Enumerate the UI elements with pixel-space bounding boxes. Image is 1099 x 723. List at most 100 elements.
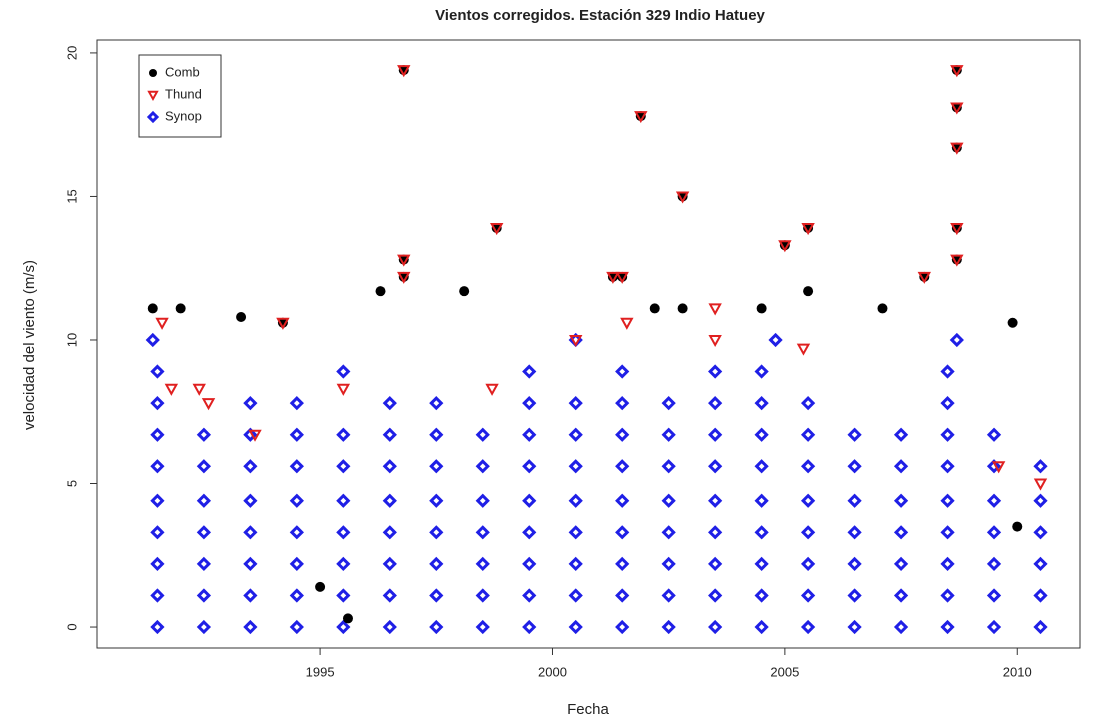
point bbox=[950, 223, 964, 236]
point bbox=[196, 459, 212, 474]
point bbox=[986, 588, 1002, 603]
point bbox=[522, 364, 537, 379]
point bbox=[1033, 525, 1048, 540]
point bbox=[429, 493, 444, 508]
point bbox=[336, 459, 351, 474]
point bbox=[615, 459, 630, 474]
point bbox=[568, 556, 583, 572]
point bbox=[950, 102, 964, 115]
point bbox=[1033, 556, 1048, 572]
point bbox=[893, 493, 909, 508]
point bbox=[801, 223, 815, 236]
point bbox=[485, 383, 499, 396]
point bbox=[800, 619, 816, 635]
point bbox=[382, 588, 397, 603]
point bbox=[754, 427, 769, 442]
point bbox=[196, 619, 212, 635]
series bbox=[145, 332, 1048, 635]
point bbox=[893, 459, 909, 474]
point bbox=[800, 459, 816, 474]
point bbox=[155, 317, 169, 330]
point bbox=[175, 303, 186, 314]
point bbox=[940, 364, 955, 379]
point bbox=[661, 525, 676, 540]
point bbox=[778, 240, 792, 253]
point bbox=[800, 493, 816, 508]
point bbox=[568, 459, 583, 474]
point bbox=[950, 142, 964, 155]
point bbox=[917, 271, 931, 284]
point bbox=[847, 556, 862, 572]
point bbox=[950, 254, 964, 267]
legend-label: Comb bbox=[165, 64, 200, 79]
point bbox=[949, 332, 964, 348]
point bbox=[615, 619, 630, 635]
point bbox=[342, 613, 353, 624]
point bbox=[429, 619, 444, 635]
point bbox=[606, 271, 620, 284]
point bbox=[243, 396, 258, 411]
x-axis-label: Fecha bbox=[567, 701, 609, 718]
point bbox=[940, 396, 955, 411]
point bbox=[940, 493, 955, 508]
y-tick-label: 5 bbox=[64, 480, 79, 487]
point bbox=[336, 556, 351, 572]
point bbox=[675, 191, 690, 204]
chart-title: Vientos corregidos. Estación 329 Indio H… bbox=[435, 7, 765, 24]
legend-box bbox=[138, 54, 222, 138]
point bbox=[800, 556, 816, 572]
point bbox=[620, 317, 634, 330]
point bbox=[661, 396, 676, 411]
point bbox=[847, 525, 862, 540]
point bbox=[893, 427, 909, 442]
point bbox=[475, 459, 490, 474]
point bbox=[289, 556, 304, 572]
point bbox=[243, 619, 258, 635]
point bbox=[289, 619, 304, 635]
point bbox=[147, 303, 158, 314]
point bbox=[382, 556, 397, 572]
point bbox=[677, 303, 688, 314]
point bbox=[336, 619, 351, 635]
point bbox=[397, 254, 411, 267]
point bbox=[615, 396, 630, 411]
point bbox=[803, 286, 814, 297]
point bbox=[569, 334, 583, 348]
point bbox=[1033, 619, 1048, 635]
point bbox=[950, 65, 964, 78]
point bbox=[243, 459, 258, 474]
point bbox=[164, 383, 179, 396]
point bbox=[475, 493, 490, 508]
legend-label: Thund bbox=[165, 86, 202, 101]
point bbox=[708, 619, 723, 635]
point bbox=[615, 364, 630, 379]
point bbox=[893, 525, 909, 540]
point bbox=[236, 312, 247, 323]
point bbox=[847, 427, 862, 442]
point bbox=[940, 459, 955, 474]
point bbox=[1033, 478, 1048, 491]
point bbox=[708, 459, 723, 474]
point bbox=[1033, 493, 1048, 508]
point bbox=[615, 271, 629, 284]
point bbox=[708, 303, 722, 316]
point bbox=[336, 525, 351, 540]
point bbox=[459, 286, 470, 297]
point bbox=[649, 303, 660, 314]
point bbox=[522, 396, 537, 411]
point bbox=[986, 459, 1002, 474]
point bbox=[708, 525, 723, 540]
point bbox=[615, 493, 630, 508]
point bbox=[568, 493, 583, 508]
point bbox=[754, 396, 769, 411]
point bbox=[289, 396, 304, 411]
point bbox=[754, 556, 769, 572]
point bbox=[475, 427, 490, 442]
point bbox=[429, 525, 444, 540]
point bbox=[1012, 521, 1023, 532]
point bbox=[243, 525, 258, 540]
point bbox=[248, 429, 262, 442]
x-tick-label: 2010 bbox=[1003, 664, 1032, 679]
point bbox=[192, 383, 206, 396]
point bbox=[661, 427, 676, 442]
